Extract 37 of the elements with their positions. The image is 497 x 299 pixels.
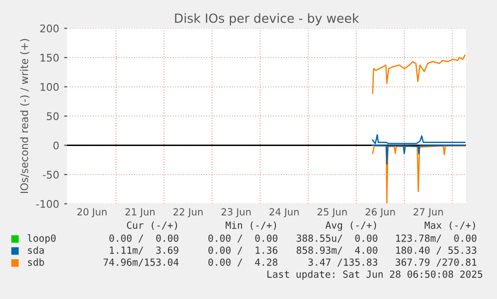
- legend-label: sda: [28, 246, 44, 254]
- x-tick-label: 25 Jun: [318, 208, 347, 218]
- y-tick-label: 0: [53, 142, 59, 150]
- text: 0.00 / 0.00: [109, 234, 178, 243]
- y-tick-label: 200: [40, 24, 59, 32]
- text: 1.11m/ 3.69: [110, 246, 178, 255]
- y-tick-label: -50: [42, 170, 59, 179]
- text: 0.00 / 0.00: [208, 234, 278, 243]
- text: 858.93m/ 4.00: [296, 246, 378, 255]
- x-tick-label: 22 Jun: [173, 208, 203, 218]
- text: 3.47 /135.83: [308, 258, 378, 267]
- y-tick-label: 150: [40, 54, 59, 62]
- x-tick-label: 24 Jun: [270, 208, 299, 218]
- legend-label: sdb: [28, 258, 44, 266]
- text: 388.55u/ 0.00: [296, 234, 378, 243]
- y-tick-label: 50: [46, 112, 59, 120]
- y-tick-label: 100: [40, 83, 59, 91]
- text: 180.40 / 55.33: [396, 246, 476, 255]
- chart-title: Disk IOs per device - by week: [175, 13, 360, 26]
- text: 0.00 / 1.36: [208, 246, 278, 255]
- legend-label: loop0: [28, 234, 56, 244]
- x-tick-label: 20 Jun: [77, 208, 107, 218]
- text: Last update: Sat Jun 28 06:50:08 2025: [267, 270, 482, 280]
- y-axis-title: IOs/second read (-) / write (+): [20, 39, 30, 193]
- text: Min (-/+): [226, 221, 276, 230]
- x-tick-label: 26 Jun: [366, 208, 395, 218]
- text: 123.78m/ 0.00: [396, 234, 476, 243]
- text: Avg (-/+): [326, 221, 376, 231]
- text: Max (-/+): [424, 221, 475, 230]
- text: 367.79 /270.81: [396, 258, 476, 267]
- text: 0.00 / 4.28: [208, 258, 278, 267]
- x-tick-label: 27 Jun: [414, 208, 443, 218]
- x-tick-label: 21 Jun: [125, 208, 155, 218]
- y-tick-label: -100: [36, 200, 59, 208]
- x-tick-label: 23 Jun: [222, 208, 251, 218]
- text: 74.96m/153.04: [104, 258, 179, 267]
- text: Cur (-/+): [126, 221, 177, 230]
